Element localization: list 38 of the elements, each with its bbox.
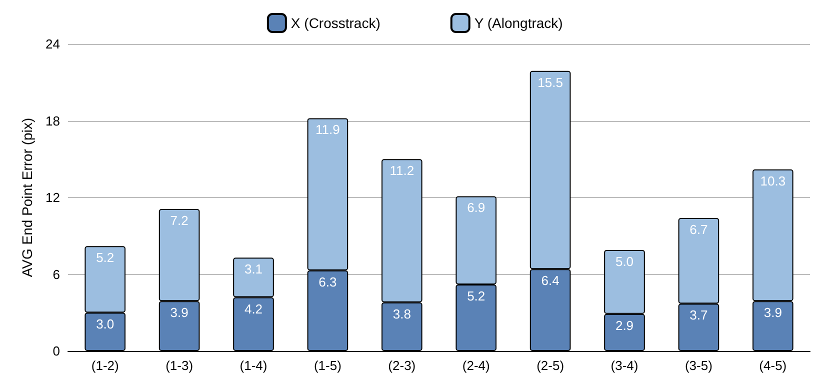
- data-label: 3.7: [690, 308, 708, 323]
- data-label: 4.2: [244, 301, 263, 316]
- x-tick-label: (1-2): [91, 358, 119, 373]
- y-tick-label: 6: [52, 266, 60, 282]
- data-label: 10.3: [760, 173, 786, 188]
- y-tick-label: 0: [52, 344, 60, 358]
- data-label: 3.0: [96, 316, 114, 332]
- data-label: 3.1: [244, 262, 263, 277]
- legend-label: Y (Alongtrack): [474, 15, 563, 31]
- data-label: 3.9: [170, 305, 188, 320]
- data-label: 5.0: [615, 254, 634, 269]
- legend-label: X (Crosstrack): [290, 15, 380, 31]
- x-tick-label: (4-5): [759, 358, 787, 373]
- data-label: 15.5: [538, 74, 563, 90]
- x-tick-label: (3-4): [610, 358, 638, 373]
- data-label: 3.8: [392, 306, 411, 322]
- data-label: 6.9: [467, 200, 486, 216]
- x-tick-label: (2-3): [388, 358, 416, 373]
- data-label: 6.4: [541, 273, 560, 288]
- data-label: 5.2: [96, 250, 114, 266]
- x-tick-label: (1-5): [314, 358, 342, 373]
- data-label: 11.9: [316, 122, 340, 138]
- x-tick-label: (1-3): [166, 358, 194, 373]
- x-tick-label: (2-5): [536, 358, 564, 373]
- y-tick-label: 18: [46, 113, 60, 128]
- y-tick-label: 24: [46, 36, 60, 52]
- x-tick-label: (1-4): [240, 358, 268, 373]
- data-label: 7.2: [170, 213, 188, 228]
- y-tick-label: 12: [46, 190, 60, 205]
- data-label: 11.2: [390, 163, 414, 178]
- data-label: 6.3: [318, 274, 337, 290]
- y-axis-title: AVG End Point Error (pix): [19, 118, 35, 278]
- data-label: 3.9: [764, 305, 782, 320]
- data-label: 5.2: [467, 288, 486, 304]
- x-tick-label: (3-5): [684, 358, 712, 373]
- data-label: 6.7: [690, 222, 708, 237]
- x-tick-label: (2-4): [462, 358, 490, 373]
- data-label: 2.9: [615, 318, 634, 333]
